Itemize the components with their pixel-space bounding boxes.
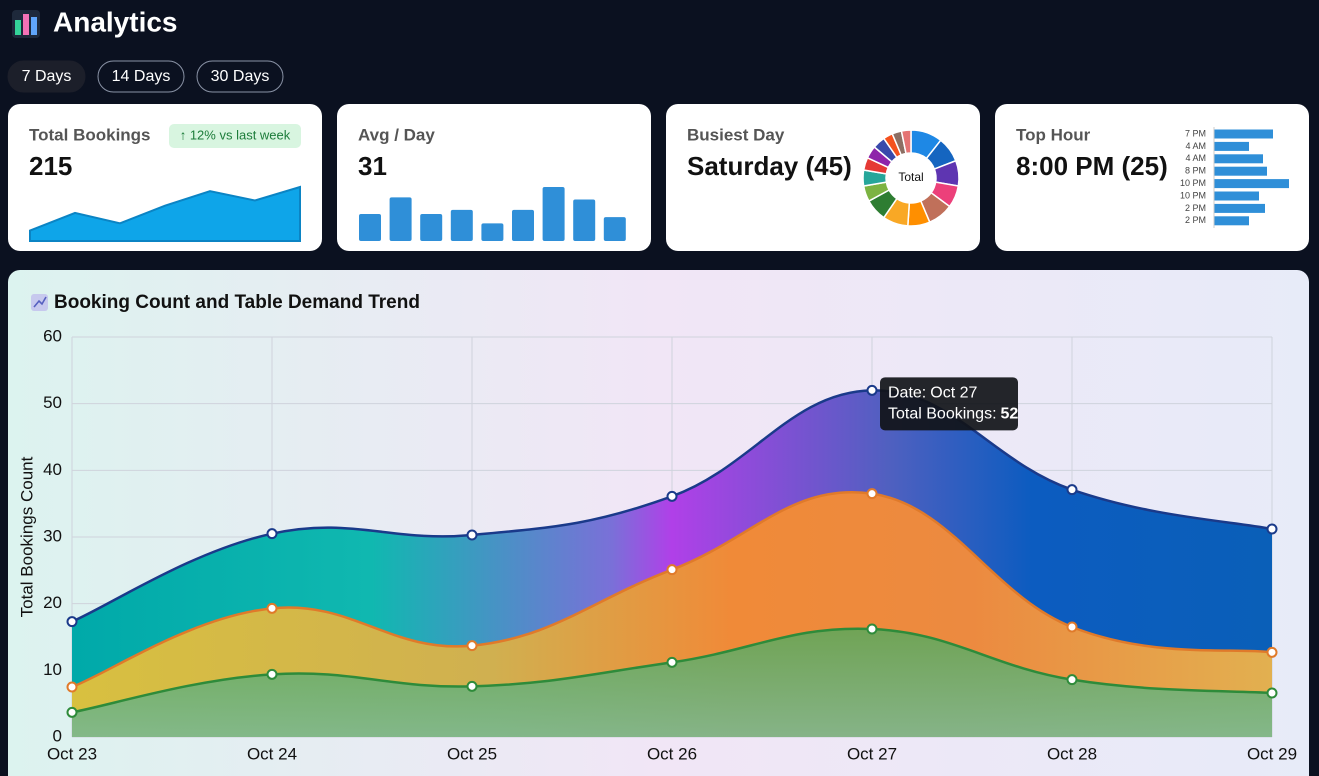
bar [1214, 179, 1289, 189]
data-point [866, 623, 878, 635]
page-title: Analytics [53, 6, 178, 37]
data-point [866, 384, 878, 396]
y-tick-label: 20 [43, 593, 62, 612]
y-tick-label: 2 PM [1185, 215, 1206, 225]
bar [1214, 141, 1249, 151]
bar [1214, 154, 1263, 164]
donut-slice [900, 129, 912, 155]
data-point [66, 681, 78, 693]
tooltip [880, 377, 1018, 431]
data-point [1066, 484, 1078, 496]
data-point [666, 656, 678, 668]
y-tick-label: 50 [43, 393, 62, 412]
chart-title: Booking Count and Table Demand Trend [54, 292, 420, 313]
x-tick-label: Oct 26 [647, 744, 697, 763]
filter-button[interactable] [7, 60, 86, 93]
chart-icon [31, 294, 48, 311]
filter-button[interactable] [97, 60, 185, 93]
filter-label[interactable]: 30 Days [211, 68, 270, 85]
bar [450, 209, 473, 241]
data-point [1266, 523, 1278, 535]
bar [542, 187, 565, 241]
bar [389, 197, 412, 241]
bar [359, 214, 381, 241]
card [995, 104, 1309, 251]
x-tick-label: Oct 24 [247, 744, 297, 763]
data-point [1066, 621, 1078, 633]
donut-center-label: Total [898, 170, 923, 184]
card-value: 215 [29, 151, 72, 181]
card-title: Total Bookings [29, 125, 151, 144]
tooltip-value: Oct 27 [930, 385, 977, 402]
y-axis-label: Total Bookings Count [17, 456, 36, 617]
card-title: Top Hour [1016, 125, 1091, 144]
y-tick-label: 0 [53, 726, 62, 745]
y-tick-label: 40 [43, 460, 62, 479]
data-point [466, 680, 478, 692]
card-title: Avg / Day [358, 125, 435, 144]
bar [512, 209, 534, 241]
data-point [1066, 674, 1078, 686]
bar [1214, 191, 1259, 201]
bar [603, 217, 626, 241]
tooltip-text: Date: Oct 27 [888, 385, 977, 402]
data-point [66, 616, 78, 628]
filter-button[interactable] [196, 60, 284, 93]
bar [420, 214, 443, 241]
x-tick-label: Oct 23 [47, 744, 97, 763]
y-tick-label: 10 PM [1180, 190, 1206, 200]
y-tick-label: 60 [43, 326, 62, 345]
card-value: 8:00 PM (25) [1016, 151, 1168, 181]
y-tick-label: 10 PM [1180, 178, 1206, 188]
data-point [266, 602, 278, 614]
tooltip-value: 52 [1001, 406, 1019, 423]
tooltip-key: Date: [888, 385, 926, 402]
series-area [72, 628, 1272, 737]
y-tick-label: 4 AM [1185, 153, 1206, 163]
y-tick-label: 10 [43, 660, 62, 679]
tooltip-text: Total Bookings: 52 [888, 406, 1018, 423]
x-tick-label: Oct 25 [447, 744, 497, 763]
data-point [266, 528, 278, 540]
y-tick-label: 30 [43, 526, 62, 545]
data-point [1266, 687, 1278, 699]
filter-label[interactable]: 7 Days [22, 68, 72, 85]
bar [1214, 216, 1249, 226]
data-point [466, 640, 478, 652]
badge [169, 124, 301, 148]
data-point [666, 564, 678, 576]
card-value: Saturday (45) [687, 151, 852, 181]
data-point [1266, 646, 1278, 658]
x-tick-label: Oct 28 [1047, 744, 1097, 763]
data-point [266, 668, 278, 680]
data-point [66, 706, 78, 718]
x-tick-label: Oct 29 [1247, 744, 1297, 763]
card-title: Busiest Day [687, 125, 785, 144]
app-icon [12, 10, 40, 38]
filter-label[interactable]: 14 Days [112, 68, 171, 85]
y-tick-label: 4 AM [1185, 141, 1206, 151]
bar [1214, 129, 1273, 139]
x-tick-label: Oct 27 [847, 744, 897, 763]
bar [481, 223, 504, 241]
data-point [466, 529, 478, 541]
card [337, 104, 651, 251]
bar [573, 199, 596, 241]
sparkline-area [29, 185, 301, 242]
bar [1214, 166, 1267, 176]
y-tick-label: 7 PM [1185, 128, 1206, 138]
data-point [666, 490, 678, 502]
y-tick-label: 2 PM [1185, 203, 1206, 213]
bar [1214, 203, 1265, 213]
card-value: 31 [358, 151, 387, 181]
badge-text: ↑ 12% vs last week [180, 127, 291, 142]
y-tick-label: 8 PM [1185, 166, 1206, 176]
data-point [866, 488, 878, 500]
tooltip-key: Total Bookings: [888, 406, 997, 423]
